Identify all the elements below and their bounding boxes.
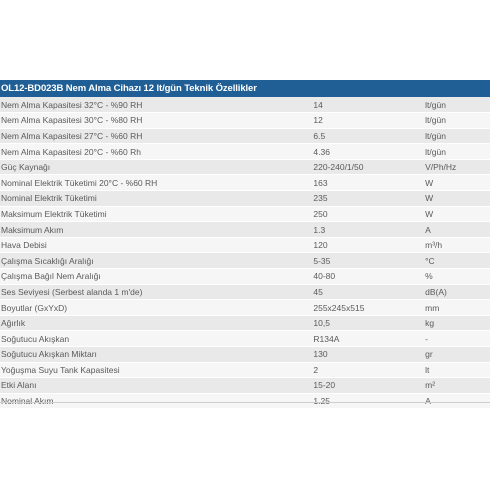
spec-row: Nem Alma Kapasitesi 20°C - %60 Rh 4.36 lt/… — [0, 143, 490, 160]
spec-value: 163 — [313, 174, 426, 192]
spec-title-row: OL12-BD023B Nem Alma Cihazı 12 lt/gün Te… — [0, 80, 490, 97]
spec-label: Soğutucu Akışkan — [0, 330, 314, 347]
spec-value: 220-240/1/50 — [313, 159, 426, 176]
spec-unit: °C — [425, 252, 490, 270]
spec-value: 15-20 — [313, 377, 426, 394]
spec-label: Çalışma Sıcaklığı Aralığı — [0, 252, 314, 270]
spec-value: R134A — [313, 330, 426, 347]
spec-row: Çalışma Sıcaklığı Aralığı 5-35 °C — [0, 252, 490, 270]
spec-unit: m³/h — [425, 237, 490, 254]
spec-unit: W — [425, 190, 490, 207]
spec-row: Boyutlar (GxYxD) 255x245x515 mm — [0, 299, 490, 316]
spec-value: 12 — [313, 112, 426, 129]
spec-label: Etki Alanı — [0, 377, 314, 394]
spec-label: Ses Seviyesi (Serbest alanda 1 m'de) — [0, 284, 314, 301]
spec-label: Maksimum Akım — [0, 221, 314, 238]
spec-unit: W — [425, 174, 490, 192]
spec-unit: V/Ph/Hz — [425, 159, 490, 176]
spec-value: 255x245x515 — [313, 299, 426, 316]
spec-value: 1.3 — [313, 221, 426, 238]
spec-row: Çalışma Bağıl Nem Aralığı 40-80% — [0, 268, 490, 285]
spec-label: Ağırlık — [0, 315, 314, 332]
spec-row: Nominal Elektrik Tüketimi 235 W — [0, 190, 490, 207]
spec-label: Boyutlar (GxYxD) — [0, 299, 314, 316]
spec-unit: lt/gün — [425, 143, 490, 160]
spec-row: Hava Debisi 120 m³/h — [0, 237, 490, 254]
spec-unit: mm — [425, 299, 490, 316]
spec-label: Hava Debisi — [0, 237, 314, 254]
spec-label: Güç Kaynağı — [0, 159, 314, 176]
spec-label: Soğutucu Akışkan Miktarı — [0, 346, 314, 363]
spec-unit: lt — [425, 362, 490, 379]
spec-unit: gr — [425, 346, 490, 363]
spec-unit: A — [425, 221, 490, 238]
spec-label: Nem Alma Kapasitesi 27°C - %60 RH — [0, 128, 314, 145]
spec-row: Maksimum Elektrik Tüketimi 250 W — [0, 206, 490, 223]
spec-unit: - — [425, 330, 490, 347]
spec-row: Maksimum Akım 1.3 A — [0, 221, 490, 238]
spec-row: Yoğuşma Suyu Tank Kapasitesi 2 lt — [0, 362, 490, 379]
spec-label: Nominal Akım — [0, 393, 314, 410]
spec-unit: kg — [425, 315, 490, 332]
spec-unit: lt/gün — [425, 128, 490, 145]
spec-unit: A — [425, 393, 490, 410]
spec-value: 14 — [313, 97, 426, 114]
spec-value: 120 — [313, 237, 426, 254]
spec-row: Ses Seviyesi (Serbest alanda 1 m'de) 45 dB… — [0, 284, 490, 301]
spec-label: Nem Alma Kapasitesi 32°C - %90 RH — [0, 97, 314, 114]
spec-row: Nem Alma Kapasitesi 30°C - %80 RH 12 lt/gü… — [0, 112, 490, 129]
spec-label: Çalışma Bağıl Nem Aralığı — [0, 268, 314, 285]
spec-row: Nem Alma Kapasitesi 27°C - %60 RH 6.5 lt/g… — [0, 128, 490, 145]
spec-value: 250 — [313, 206, 426, 223]
table-bottom-divider — [0, 402, 490, 403]
spec-value: 40-80 — [313, 268, 426, 285]
spec-value: 45 — [313, 284, 426, 301]
spec-value: 10,5 — [313, 315, 426, 332]
spec-unit: dB(A) — [425, 284, 490, 301]
spec-body: Nem Alma Kapasitesi 32°C - %90 RH 14 lt/gü… — [0, 97, 490, 410]
spec-value: 1.25 — [313, 393, 426, 410]
spec-value: 4.36 — [313, 143, 426, 160]
spec-label: Yoğuşma Suyu Tank Kapasitesi — [0, 362, 314, 379]
spec-row: Etki Alanı 15-20 m² — [0, 377, 490, 394]
spec-title: OL12-BD023B Nem Alma Cihazı 12 lt/gün Te… — [1, 83, 257, 94]
spec-unit: % — [425, 268, 490, 285]
spec-value: 235 — [313, 190, 426, 207]
spec-label: Maksimum Elektrik Tüketimi — [0, 206, 314, 223]
spec-value: 5-35 — [313, 252, 426, 270]
spec-unit: m² — [425, 377, 490, 394]
spec-row: Ağırlık 10,5 kg — [0, 315, 490, 332]
spec-row: Nominal Elektrik Tüketimi 20°C - %60 RH 1… — [0, 174, 490, 192]
spec-value: 130 — [313, 346, 426, 363]
spec-row: Nem Alma Kapasitesi 32°C - %90 RH 14 lt/gü… — [0, 97, 490, 114]
spec-unit: lt/gün — [425, 97, 490, 114]
spec-value: 6.5 — [313, 128, 426, 145]
spec-row: Soğutucu Akışkan R134A - — [0, 330, 490, 347]
spec-label: Nem Alma Kapasitesi 20°C - %60 Rh — [0, 143, 314, 160]
spec-unit: W — [425, 206, 490, 223]
spec-label: Nominal Elektrik Tüketimi — [0, 190, 314, 207]
spec-row: Soğutucu Akışkan Miktarı 130 gr — [0, 346, 490, 363]
spec-value: 2 — [313, 362, 426, 379]
spec-label: Nem Alma Kapasitesi 30°C - %80 RH — [0, 112, 314, 129]
spec-row: Güç Kaynağı 220-240/1/50 V/Ph/Hz — [0, 159, 490, 176]
spec-unit: lt/gün — [425, 112, 490, 129]
spec-label: Nominal Elektrik Tüketimi 20°C - %60 RH — [0, 174, 314, 192]
spec-table: OL12-BD023B Nem Alma Cihazı 12 lt/gün Te… — [0, 80, 490, 410]
